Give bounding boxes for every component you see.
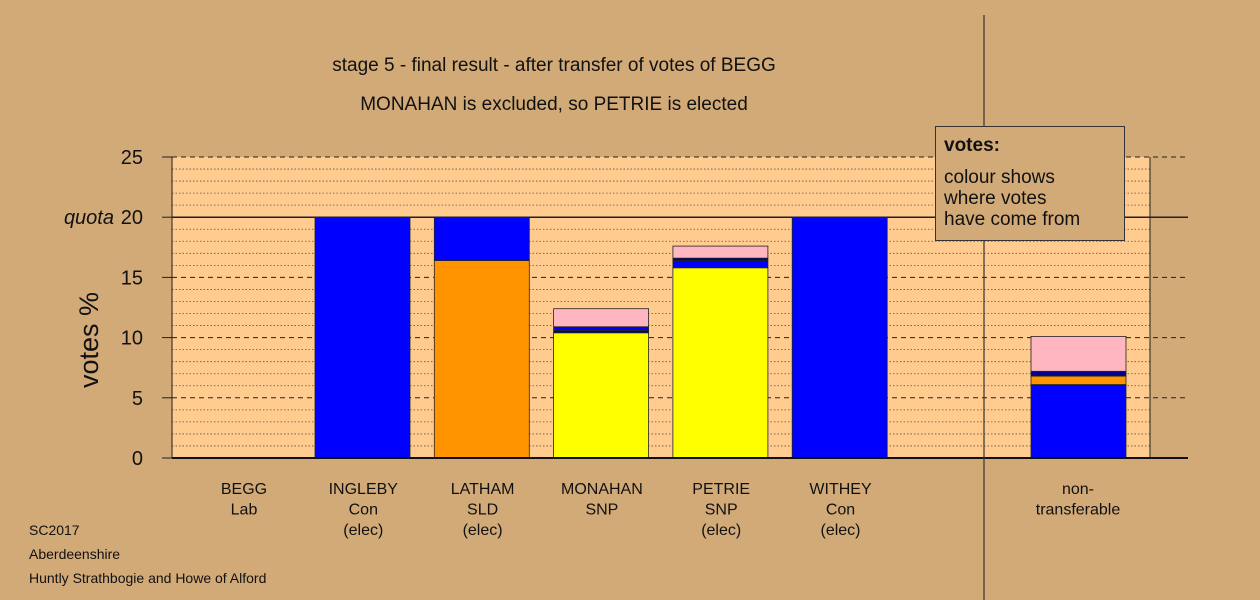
category-label: Lab [231,502,258,519]
category-label: WITHEY [809,481,872,498]
bar-segment [1030,335,1127,372]
footer-election: SC2017 [29,522,80,538]
legend-line-3: have come from [944,209,1081,230]
bar-segment [553,332,649,459]
y-tick-label: 25 [121,147,143,169]
y-tick-label: 5 [132,388,143,410]
y-tick-label: 10 [121,328,143,350]
bar-segment [433,260,530,459]
legend-line-1: colour shows [944,167,1055,188]
category-label: SNP [585,502,618,519]
category-label: Con [826,502,855,519]
bar-segment [553,308,649,328]
category-label: SNP [705,502,738,519]
category-label: INGLEBY [329,481,399,498]
legend-line-2: where votes [944,188,1047,209]
bar-segment [553,326,649,331]
y-axis-title: votes % [74,292,104,388]
y-tick-label: 15 [121,267,143,289]
bar-segment [1030,370,1127,377]
bar-segment [672,260,769,269]
category-label: Con [349,502,378,519]
chart-title: stage 5 - final result - after transfer … [332,55,776,76]
bar-segment [1030,375,1127,385]
bar-segment [791,216,888,459]
y-tick-label: 20 [121,207,143,229]
bar-segment [672,245,769,259]
category-label: PETRIE [692,481,750,498]
category-label: (elec) [343,522,383,539]
bar-segment [1030,384,1127,459]
category-label: SLD [467,502,498,519]
legend-box: votes: colour shows where votes have com… [935,126,1125,241]
category-label: BEGG [221,481,267,498]
chart-subtitle: MONAHAN is excluded, so PETRIE is electe… [360,94,748,115]
category-label: non- [1062,481,1094,498]
bar-segment [433,216,530,261]
category-label: MONAHAN [561,481,643,498]
category-label: (elec) [463,522,503,539]
footer-ward: Huntly Strathbogie and Howe of Alford [29,570,267,586]
category-label: (elec) [701,522,741,539]
category-label: (elec) [820,522,860,539]
footer-council: Aberdeenshire [29,546,121,562]
category-label: LATHAM [451,481,515,498]
legend-title: votes: [944,135,1000,156]
quota-label: quota [64,207,114,229]
bar-segment [314,216,411,459]
category-label: transferable [1036,502,1121,519]
y-tick-label: 0 [132,448,143,470]
bar-segment [672,267,769,459]
